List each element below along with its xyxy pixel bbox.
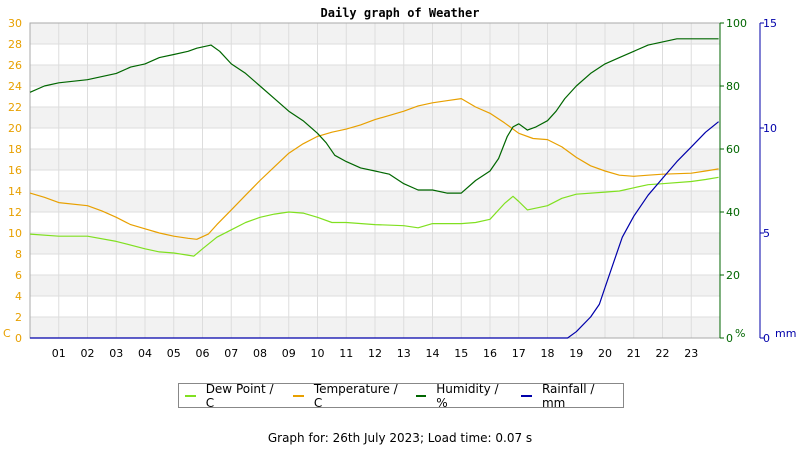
humidity-axis-tick-label: 40 bbox=[726, 206, 740, 219]
x-tick-label: 02 bbox=[81, 347, 95, 360]
x-tick-label: 10 bbox=[311, 347, 325, 360]
left-axis-tick-label: 26 bbox=[8, 59, 22, 72]
left-axis-tick-label: 4 bbox=[15, 290, 22, 303]
x-tick-label: 05 bbox=[167, 347, 181, 360]
series-line bbox=[29, 97, 719, 240]
series-line bbox=[29, 176, 719, 257]
legend-swatch bbox=[185, 394, 196, 397]
left-axis-tick-label: 30 bbox=[8, 17, 22, 30]
series-layer bbox=[29, 38, 719, 339]
x-tick-label: 04 bbox=[138, 347, 152, 360]
legend-item: Humidity / % bbox=[415, 381, 506, 410]
left-axis-tick-label: 24 bbox=[8, 80, 22, 93]
x-tick-label: 23 bbox=[684, 347, 698, 360]
left-axis-unit: C bbox=[3, 327, 11, 340]
humidity-axis-unit: % bbox=[735, 327, 745, 340]
rain-axis-tick-label: 0 bbox=[763, 332, 770, 345]
x-tick-label: 15 bbox=[454, 347, 468, 360]
x-tick-label: 21 bbox=[627, 347, 641, 360]
legend-label: Humidity / % bbox=[436, 381, 499, 410]
x-tick-label: 08 bbox=[253, 347, 267, 360]
left-axis-tick-label: 16 bbox=[8, 164, 22, 177]
x-tick-label: 17 bbox=[512, 347, 526, 360]
legend-item: Temperature / C bbox=[293, 382, 399, 410]
left-axis-tick-label: 12 bbox=[8, 206, 22, 219]
left-axis-tick-label: 14 bbox=[8, 185, 22, 198]
humidity-axis-tick-label: 0 bbox=[726, 332, 733, 345]
x-tick-label: 19 bbox=[569, 347, 583, 360]
rain-axis-unit: mm bbox=[775, 327, 796, 340]
left-axis-tick-label: 20 bbox=[8, 122, 22, 135]
legend-item: Dew Point / C bbox=[185, 382, 277, 410]
legend-item: Rainfall / mm bbox=[521, 382, 613, 410]
x-tick-label: 03 bbox=[109, 347, 123, 360]
chart-title: Daily graph of Weather bbox=[321, 6, 480, 20]
x-tick-label: 22 bbox=[656, 347, 670, 360]
legend-swatch bbox=[293, 394, 304, 397]
rain-axis-tick-label: 5 bbox=[763, 227, 770, 240]
x-tick-label: 14 bbox=[426, 347, 440, 360]
left-axis-tick-label: 10 bbox=[8, 227, 22, 240]
footer-text: Graph for: 26th July 2023; Load time: 0.… bbox=[267, 431, 533, 445]
left-axis-tick-label: 18 bbox=[8, 143, 22, 156]
x-tick-label: 11 bbox=[339, 347, 353, 360]
left-axis-tick-label: 6 bbox=[15, 269, 22, 282]
series-line bbox=[29, 38, 719, 194]
left-axis-tick-label: 22 bbox=[8, 101, 22, 114]
legend-label: Rainfall / mm bbox=[541, 381, 595, 410]
footer: Graph for: 26th July 2023; Load time: 0.… bbox=[0, 431, 800, 445]
humidity-axis-tick-label: 80 bbox=[726, 80, 740, 93]
legend-label: Dew Point / C bbox=[205, 381, 274, 410]
x-tick-label: 01 bbox=[52, 347, 66, 360]
humidity-axis-tick-label: 20 bbox=[726, 269, 740, 282]
series-line bbox=[30, 121, 719, 339]
x-tick-label: 07 bbox=[224, 347, 238, 360]
left-axis-tick-label: 28 bbox=[8, 38, 22, 51]
x-tick-label: 12 bbox=[368, 347, 382, 360]
left-axis-tick-label: 2 bbox=[15, 311, 22, 324]
x-tick-label: 06 bbox=[196, 347, 210, 360]
legend-label: Temperature / C bbox=[313, 381, 398, 410]
legend-swatch bbox=[415, 394, 427, 397]
humidity-axis-tick-label: 100 bbox=[726, 17, 747, 30]
rain-axis-tick-label: 10 bbox=[763, 122, 777, 135]
left-axis-tick-label: 0 bbox=[15, 332, 22, 345]
rain-axis-tick-label: 15 bbox=[763, 17, 777, 30]
x-tick-label: 13 bbox=[397, 347, 411, 360]
legend: Dew Point / C Temperature / C Humidity / %… bbox=[178, 381, 624, 410]
x-tick-label: 09 bbox=[282, 347, 296, 360]
x-tick-label: 20 bbox=[598, 347, 612, 360]
humidity-axis-tick-label: 60 bbox=[726, 143, 740, 156]
x-tick-label: 18 bbox=[541, 347, 555, 360]
x-tick-label: 16 bbox=[483, 347, 497, 360]
legend-swatch bbox=[521, 394, 532, 397]
left-axis-tick-label: 8 bbox=[15, 248, 22, 261]
